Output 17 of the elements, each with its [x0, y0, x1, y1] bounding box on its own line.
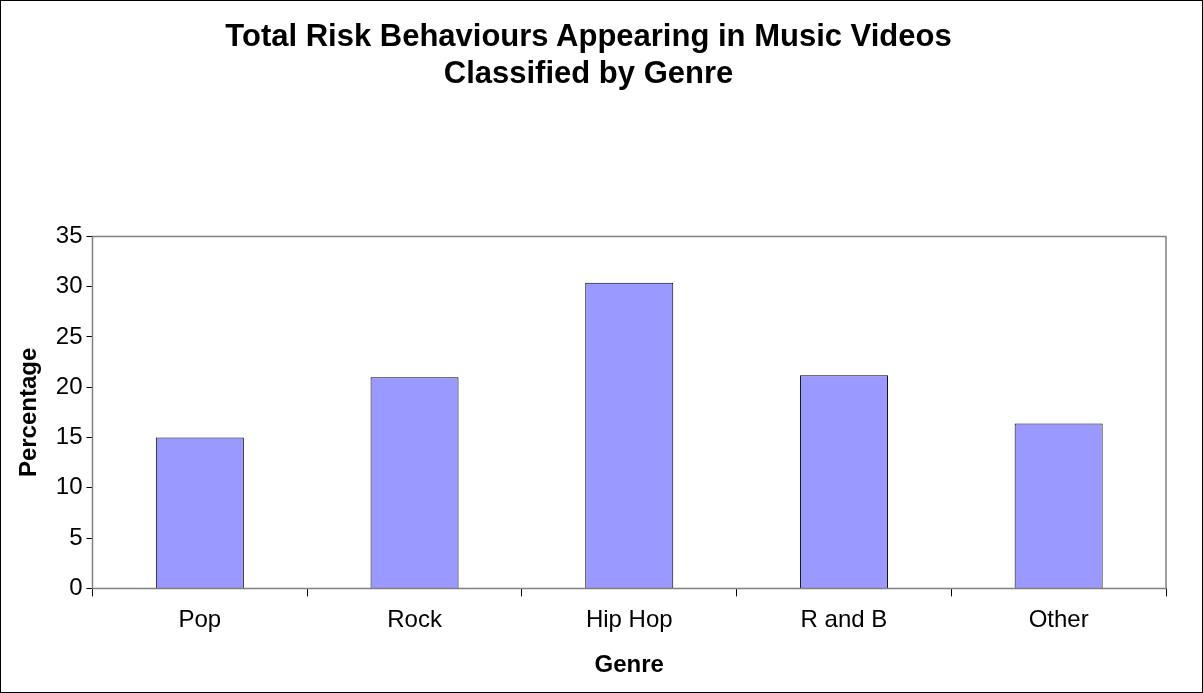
- y-tick-label: 35: [55, 221, 83, 249]
- y-axis-title: Percentage: [14, 347, 42, 478]
- y-tick-label: 5: [69, 522, 83, 550]
- text: Classified by Genre: [443, 55, 734, 91]
- y-tick-label: 25: [55, 321, 83, 349]
- x-axis-title: Genre: [594, 650, 664, 678]
- x-tick-label: R and B: [800, 605, 888, 633]
- x-tick-label: Rock: [387, 605, 443, 633]
- y-tick-label: 20: [55, 371, 83, 399]
- x-tick-label: Other: [1028, 605, 1089, 633]
- x-tick-label: Hip Hop: [585, 605, 673, 633]
- text: Total Risk Behaviours Appearing in Music Videos: [225, 18, 952, 54]
- x-tick-label: Pop: [178, 605, 222, 633]
- y-tick-label: 30: [55, 271, 83, 299]
- y-tick-label: 15: [55, 422, 83, 450]
- y-tick-label: 10: [55, 472, 83, 500]
- y-tick-label: 0: [69, 573, 83, 601]
